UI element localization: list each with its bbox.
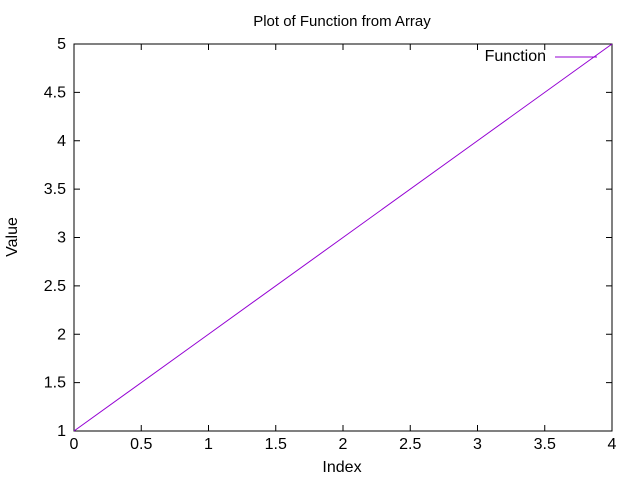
legend: Function bbox=[485, 48, 597, 65]
x-tick-label: 1 bbox=[204, 436, 213, 453]
x-tick-label: 3.5 bbox=[534, 436, 556, 453]
y-tick-label: 3.5 bbox=[44, 181, 66, 198]
x-tick-label: 2.5 bbox=[399, 436, 421, 453]
chart-title: Plot of Function from Array bbox=[253, 13, 431, 30]
x-tick-label: 0.5 bbox=[130, 436, 152, 453]
x-tick-label: 1.5 bbox=[265, 436, 287, 453]
x-tick-label: 4 bbox=[608, 436, 617, 453]
legend-label: Function bbox=[485, 48, 546, 65]
y-axis-ticks: 1 1.5 2 2.5 3 3.5 4 4.5 5 bbox=[44, 36, 612, 440]
y-tick-label: 2.5 bbox=[44, 278, 66, 295]
y-tick-label: 5 bbox=[57, 36, 66, 53]
series-layer bbox=[73, 43, 613, 432]
y-tick-label: 1.5 bbox=[44, 375, 66, 392]
x-tick-label: 2 bbox=[339, 436, 348, 453]
x-tick-label: 0 bbox=[70, 436, 79, 453]
y-tick-label: 4 bbox=[57, 133, 66, 150]
y-tick-label: 2 bbox=[57, 326, 66, 343]
x-axis-ticks: 0 0.5 1 1.5 2 2.5 3 3.5 4 bbox=[70, 44, 617, 453]
y-tick-label: 3 bbox=[57, 230, 66, 247]
x-tick-label: 3 bbox=[473, 436, 482, 453]
x-axis-label: Index bbox=[322, 459, 361, 476]
y-tick-label: 4.5 bbox=[44, 84, 66, 101]
y-tick-label: 1 bbox=[57, 423, 66, 440]
y-axis-label: Value bbox=[4, 217, 21, 257]
series-line-function bbox=[73, 43, 613, 432]
